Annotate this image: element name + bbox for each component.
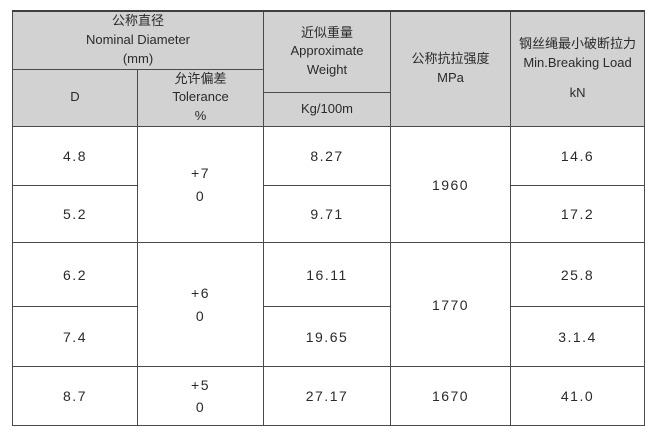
cell-diameter: 8.7 [12,366,138,427]
table-row: 8.7 +5 0 27.17 1670 41.0 [12,366,646,427]
header-approximate-weight-en: Approximate Weight [290,43,364,78]
cell-breaking-load: 17.2 [510,185,646,244]
tolerance-plus-value: +7 [191,165,210,182]
header-breaking-load: 钢丝绳最小破断拉力 Min.Breaking Load kN [510,10,646,128]
header-tensile-strength: 公称抗拉强度 MPa [390,10,512,128]
header-tolerance-zh: 允许偏差 [174,70,227,86]
wire-rope-spec-table: 公称直径 Nominal Diameter (mm) 近似重量 Approxim… [11,10,646,427]
header-nominal-diameter-en: Nominal Diameter [85,31,191,47]
table-row: 5.2 9.71 17.2 [12,185,646,244]
cell-tolerance: +6 0 [136,242,265,368]
header-breaking-load-unit: kN [569,84,586,100]
cell-strength: 1670 [390,366,512,427]
tolerance-zero-value: 0 [195,399,206,416]
header-tolerance-en: Tolerance [172,89,229,105]
header-tensile-strength-zh: 公称抗拉强度 [411,51,490,67]
header-weight-unit: Kg/100m [263,91,392,128]
tolerance-zero-value: 0 [195,307,206,324]
cell-diameter: 5.2 [12,185,138,244]
cell-diameter: 6.2 [12,242,138,308]
cell-weight: 8.27 [263,126,392,187]
header-nominal-diameter: 公称直径 Nominal Diameter (mm) [11,10,265,70]
cell-diameter: 7.4 [12,306,138,368]
cell-diameter: 4.8 [12,126,138,187]
header-approximate-weight: 近似重量 Approximate Weight [263,10,392,93]
cell-breaking-load: 41.0 [510,366,646,427]
table-row: 4.8 +7 0 8.27 1960 14.6 [12,126,646,244]
cell-breaking-load: 3.1.4 [510,306,646,368]
cell-breaking-load: 14.6 [510,126,646,187]
header-tolerance: 允许偏差 Tolerance % [136,68,265,128]
header-tolerance-unit: % [194,108,207,124]
cell-strength: 1770 [390,242,512,368]
cell-breaking-load: 25.8 [510,242,646,308]
cell-weight: 19.65 [263,306,392,368]
header-tensile-strength-unit: MPa [437,70,464,86]
header-d: D [12,68,138,128]
header-breaking-load-zh: 钢丝绳最小破断拉力 [519,36,637,52]
tolerance-plus-value: +6 [191,285,210,302]
cell-tolerance: +7 0 [136,126,265,244]
tolerance-plus-value: +5 [191,376,210,393]
table-row: 6.2 +6 0 16.11 1770 25.8 [12,242,646,368]
tolerance-zero-value: 0 [195,187,206,204]
header-nominal-diameter-zh: 公称直径 [112,13,165,28]
header-breaking-load-en: Min.Breaking Load [523,55,632,71]
cell-strength: 1960 [390,126,512,244]
cell-weight: 9.71 [263,185,392,244]
cell-tolerance: +5 0 [136,366,265,427]
cell-weight: 27.17 [263,366,392,427]
header-approximate-weight-zh: 近似重量 [301,24,354,40]
cell-weight: 16.11 [263,242,392,308]
header-nominal-diameter-unit: (mm) [122,50,154,66]
table-row: 7.4 19.65 3.1.4 [12,306,646,368]
